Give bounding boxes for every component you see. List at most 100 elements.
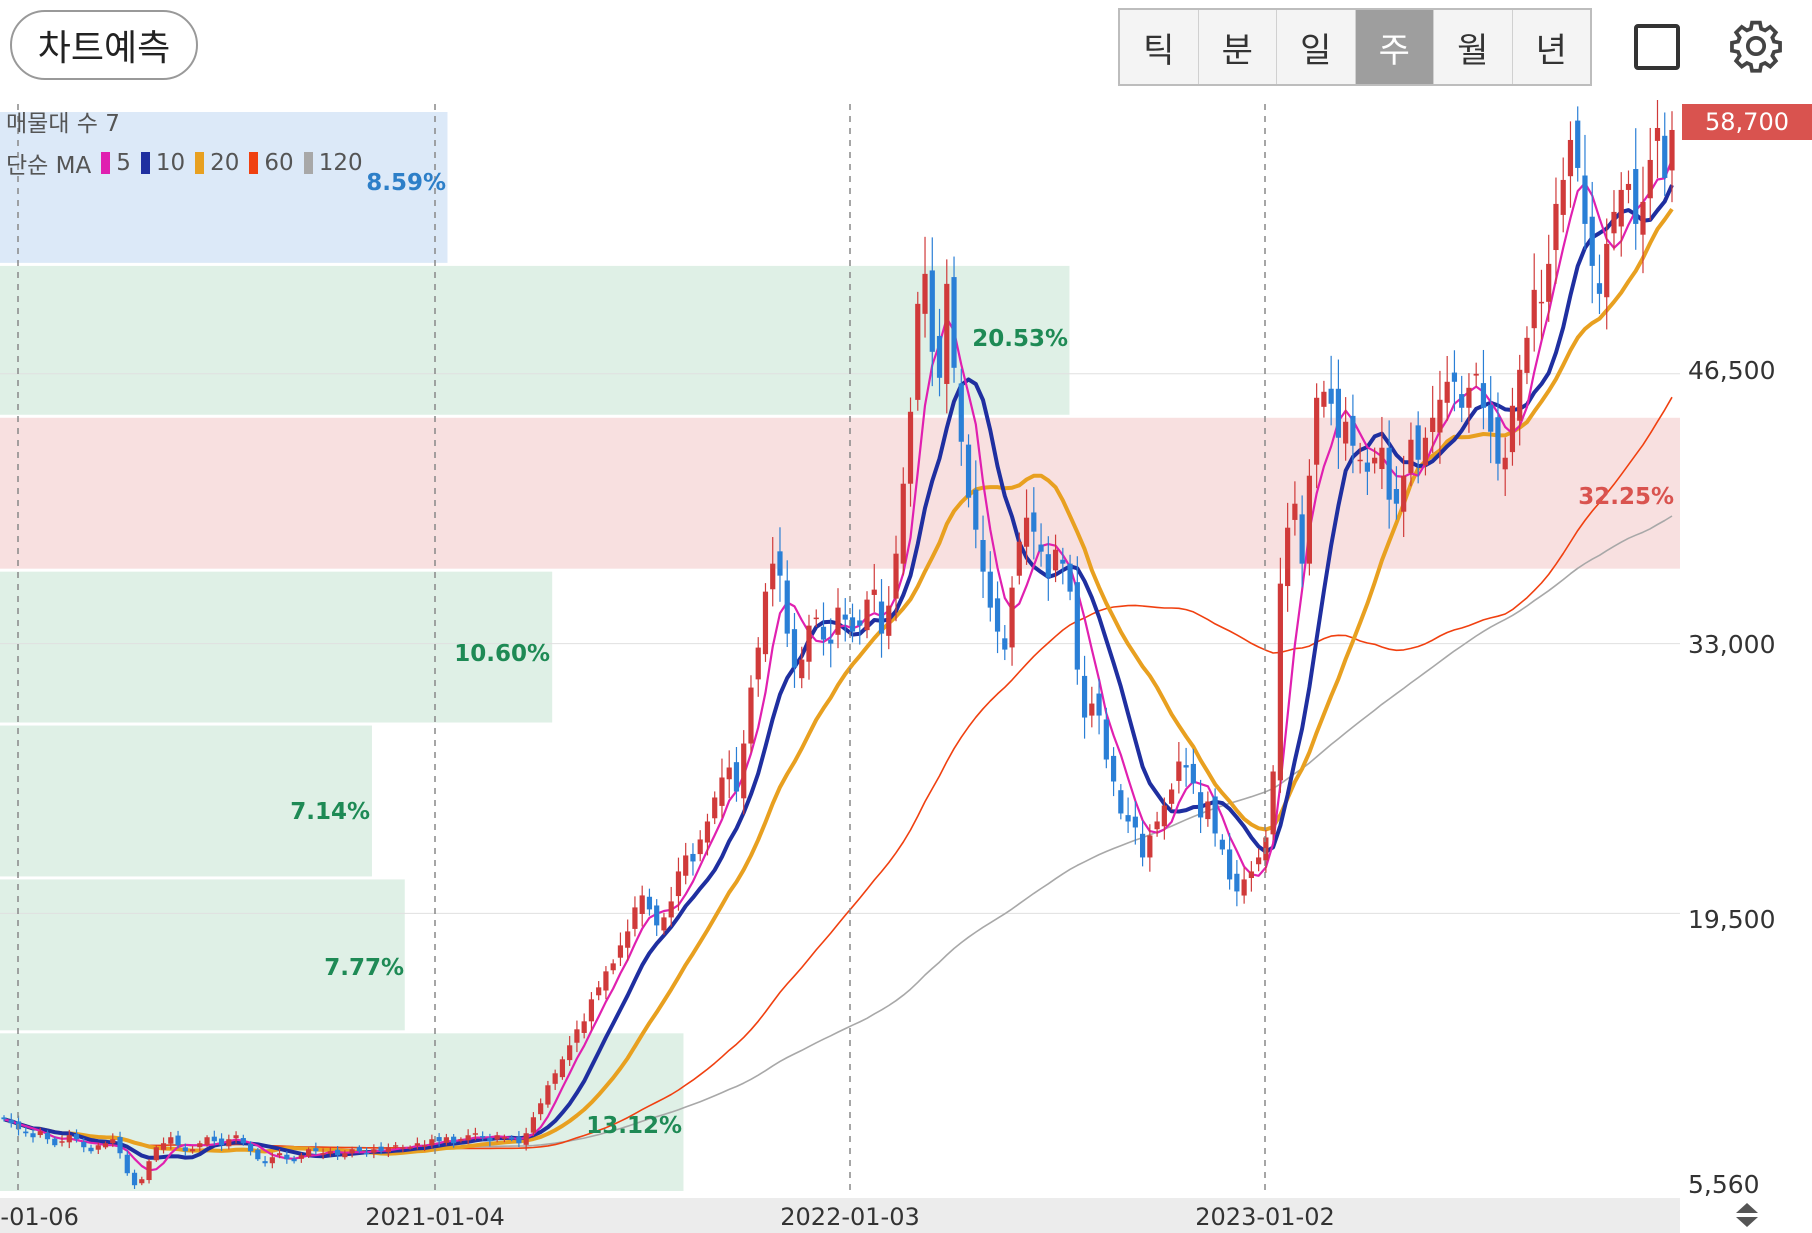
candle-body	[813, 617, 819, 620]
y-tick-label: 19,500	[1688, 905, 1776, 934]
period-tab-minute[interactable]: 분	[1198, 10, 1277, 84]
candle-body	[806, 625, 812, 662]
period-tab-year[interactable]: 년	[1512, 10, 1590, 84]
candle-body	[951, 277, 957, 368]
candle-body	[197, 1143, 203, 1148]
x-axis-band	[0, 1198, 1680, 1233]
candle-body	[117, 1137, 123, 1154]
candle-body	[1459, 394, 1465, 408]
candle-body	[661, 917, 667, 931]
candle-body	[327, 1151, 333, 1154]
period-tab-month[interactable]: 월	[1434, 10, 1513, 84]
candle-body	[1292, 503, 1298, 520]
candle-body	[1089, 703, 1095, 716]
candle-body	[233, 1135, 239, 1139]
candle-body	[429, 1139, 435, 1146]
candle-body	[1103, 719, 1109, 760]
candle-body	[465, 1135, 471, 1141]
candle-body	[538, 1103, 544, 1115]
candle-body	[240, 1138, 246, 1144]
candle-body	[690, 853, 696, 862]
candle-body	[1415, 425, 1421, 460]
volume-profile-pct-6: 13.12%	[586, 1113, 682, 1139]
candle-body	[1495, 417, 1501, 464]
candle-body	[1654, 127, 1661, 141]
candle-body	[1386, 447, 1392, 500]
price-chart[interactable]	[0, 100, 1812, 1233]
candle-body	[393, 1145, 399, 1147]
candle-body	[886, 605, 892, 636]
candle-body	[1270, 771, 1276, 835]
candle-body	[791, 629, 798, 668]
candle-body	[81, 1141, 87, 1148]
candle-body	[1038, 544, 1044, 552]
candle-body	[226, 1139, 232, 1147]
candle-body	[646, 896, 653, 910]
candle-body	[298, 1155, 304, 1159]
period-tab-tick[interactable]: 틱	[1120, 10, 1199, 84]
top-toolbar: 차트예측 틱 분 일 주 월 년	[0, 0, 1812, 100]
candle-body	[900, 483, 906, 564]
candle-body	[1205, 801, 1211, 820]
candle-body	[211, 1136, 217, 1142]
ma-legend-label: 단순 MA	[6, 153, 92, 179]
candle-body	[1473, 373, 1479, 376]
candle-body	[1147, 835, 1153, 858]
candle-body	[1546, 263, 1552, 302]
period-tab-week[interactable]: 주	[1355, 10, 1434, 84]
candle-body	[820, 626, 827, 640]
candle-body	[1299, 514, 1305, 564]
candle-body	[1067, 563, 1073, 592]
candle-body	[342, 1153, 348, 1158]
candle-body	[1625, 183, 1632, 190]
candle-body	[842, 614, 848, 620]
ma60-period: 60	[264, 150, 294, 176]
candle-body	[1372, 457, 1378, 464]
candle-body	[153, 1147, 159, 1161]
candle-body	[95, 1145, 101, 1150]
axis-scale-handle-icon[interactable]	[1732, 1200, 1762, 1230]
candle-body	[1190, 763, 1196, 784]
candle-body	[458, 1139, 464, 1141]
candle-body	[269, 1157, 275, 1164]
candle-body	[1248, 871, 1254, 879]
candle-body	[1314, 397, 1320, 465]
candle-body	[871, 589, 877, 595]
candle-body	[487, 1137, 493, 1142]
candle-body	[552, 1073, 558, 1084]
ma10-swatch	[140, 152, 150, 174]
chart-predict-button[interactable]: 차트예측	[10, 10, 198, 80]
candle-body	[755, 647, 761, 680]
candle-body	[88, 1147, 94, 1152]
candle-body	[1451, 372, 1458, 382]
fullscreen-icon[interactable]	[1634, 24, 1680, 70]
candle-body	[146, 1161, 152, 1181]
candle-body	[762, 591, 769, 655]
volume-profile-pct-5: 7.77%	[324, 955, 404, 981]
candle-body	[1502, 457, 1508, 470]
ma120-period: 120	[318, 150, 363, 176]
candle-body	[131, 1172, 138, 1186]
period-tab-day[interactable]: 일	[1277, 10, 1356, 84]
candle-body	[30, 1133, 36, 1138]
y-tick-label: 5,560	[1688, 1170, 1760, 1199]
volume-profile-pct-3: 10.60%	[454, 641, 550, 667]
candle-body	[799, 659, 805, 679]
candle-body	[683, 855, 689, 876]
candle-body	[124, 1154, 130, 1174]
candle-body	[305, 1149, 312, 1157]
candle-body	[73, 1134, 80, 1140]
candle-body	[1343, 421, 1349, 444]
candle-body	[1081, 675, 1088, 718]
x-tick-label: 2023-01-02	[1195, 1203, 1335, 1231]
candle-body	[581, 1021, 587, 1033]
candle-body	[1589, 216, 1595, 266]
candle-body	[1045, 554, 1051, 578]
candle-body	[987, 571, 993, 608]
candle-body	[523, 1133, 529, 1145]
candle-body	[1016, 541, 1022, 576]
candle-body	[980, 539, 986, 572]
candle-body	[878, 601, 885, 634]
gear-icon[interactable]	[1728, 18, 1784, 74]
candle-body	[936, 335, 943, 378]
